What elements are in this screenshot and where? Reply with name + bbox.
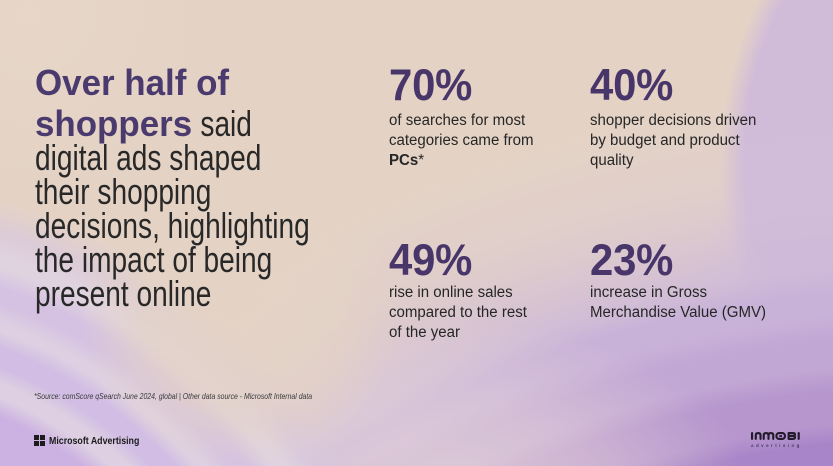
svg-text:advertising: advertising xyxy=(751,443,802,448)
